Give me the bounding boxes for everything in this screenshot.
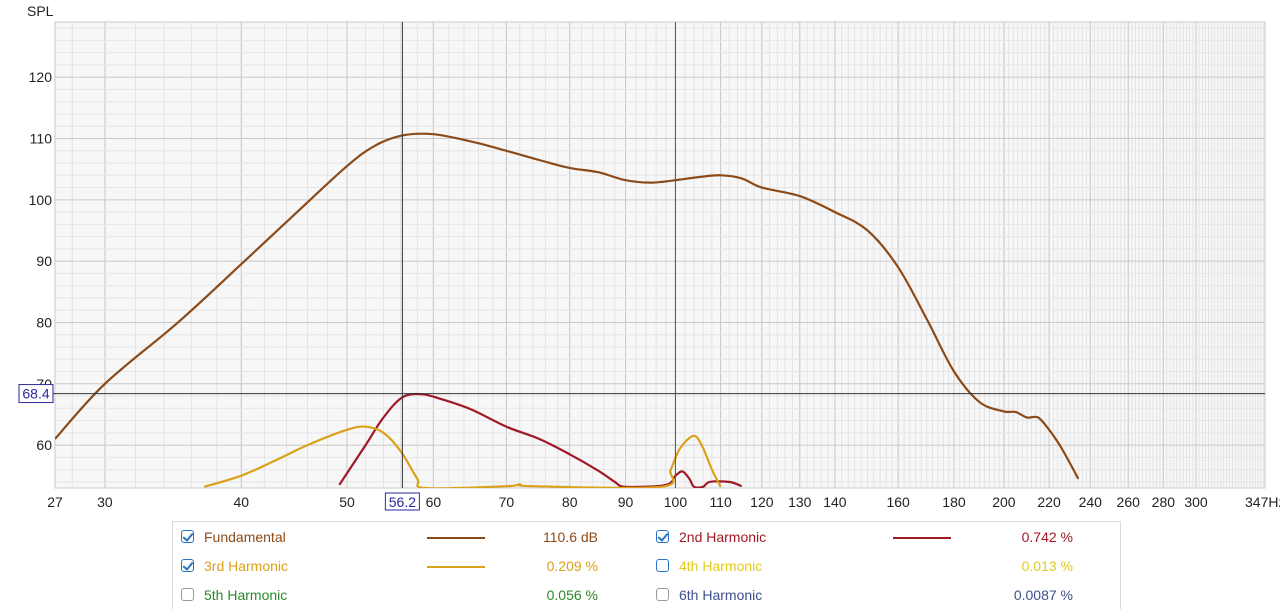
legend-item-6th-harmonic: 6th Harmonic 0.0087 % — [648, 581, 1118, 610]
x-tick-label: 180 — [942, 494, 966, 510]
x-tick-label: 160 — [886, 494, 910, 510]
legend-line-swatch — [427, 537, 485, 539]
cursor-x-label: 56.2 — [389, 494, 416, 510]
3rd-harmonic-checkbox[interactable] — [181, 559, 194, 572]
x-tick-label: 90 — [618, 494, 634, 510]
legend-label: 3rd Harmonic — [204, 558, 289, 574]
legend-value: 0.209 % — [546, 558, 598, 574]
cursor-x-label-box — [384, 492, 420, 511]
legend-item-fundamental: Fundamental 110.6 dB — [173, 523, 643, 552]
legend-label: 5th Harmonic — [204, 587, 288, 603]
y-tick-label: 60 — [36, 437, 52, 453]
x-tick-label: 140 — [823, 494, 847, 510]
legend-item-4th-harmonic: 4th Harmonic 0.013 % — [648, 552, 1118, 581]
plot-area — [54, 21, 1266, 489]
legend-value: 110.6 dB — [542, 529, 598, 545]
x-tick-label: 130 — [788, 494, 812, 510]
legend-line-swatch — [427, 595, 485, 597]
checkmark-icon — [657, 530, 669, 542]
legend-row: 5th Harmonic 0.056 % 6th Harmonic 0.0087… — [173, 581, 1120, 610]
6th-harmonic-checkbox[interactable] — [656, 588, 669, 601]
x-tick-label: 27 — [47, 494, 63, 510]
legend-line-swatch — [893, 566, 951, 568]
x-tick-label: 110 — [709, 494, 732, 510]
x-tick-label: 80 — [562, 494, 578, 510]
y-tick-label: 110 — [30, 131, 53, 147]
legend-row: 3rd Harmonic 0.209 % 4th Harmonic 0.013 … — [173, 552, 1120, 581]
legend-line-swatch — [893, 537, 951, 539]
x-tick-label: 100 — [664, 494, 688, 510]
legend-line-swatch — [893, 595, 951, 597]
y-tick-label: 80 — [36, 314, 52, 330]
legend-value: 0.013 % — [1021, 558, 1073, 574]
4th-harmonic-checkbox[interactable] — [656, 559, 669, 572]
y-tick-label: 100 — [29, 192, 53, 208]
x-tick-label: 347Hz — [1245, 494, 1280, 510]
x-tick-label: 30 — [97, 494, 113, 510]
legend-value: 0.0087 % — [1013, 587, 1073, 603]
legend-row: Fundamental 110.6 dB 2nd Harmonic 0.742 … — [173, 523, 1120, 552]
x-tick-label: 220 — [1037, 494, 1061, 510]
x-tick-label: 40 — [233, 494, 249, 510]
checkmark-icon — [182, 530, 194, 542]
y-axis-label: SPL — [27, 3, 54, 19]
series-line-2nd-harmonic — [338, 392, 743, 488]
series-line-fundamental — [55, 132, 1080, 480]
x-tick-label: 60 — [426, 494, 442, 510]
legend-label: 6th Harmonic — [679, 587, 763, 603]
x-tick-label: 300 — [1184, 494, 1208, 510]
legend-item-3rd-harmonic: 3rd Harmonic 0.209 % — [173, 552, 643, 581]
x-tick-label: 50 — [339, 494, 355, 510]
cursor-layer: 56.2 68.4 — [18, 22, 1265, 511]
legend-item-2nd-harmonic: 2nd Harmonic 0.742 % — [648, 523, 1118, 552]
chart-grid — [54, 21, 1266, 489]
legend-panel: Fundamental 110.6 dB 2nd Harmonic 0.742 … — [172, 521, 1121, 609]
y-tick-label: 90 — [36, 253, 52, 269]
x-tick-label: 70 — [499, 494, 515, 510]
legend-line-swatch — [427, 566, 485, 568]
5th-harmonic-checkbox[interactable] — [181, 588, 194, 601]
y-tick-label: 120 — [29, 69, 53, 85]
2nd-harmonic-checkbox[interactable] — [656, 530, 669, 543]
x-tick-label: 240 — [1079, 494, 1103, 510]
legend-item-5th-harmonic: 5th Harmonic 0.056 % — [173, 581, 643, 610]
x-tick-label: 200 — [992, 494, 1016, 510]
checkmark-icon — [182, 559, 194, 571]
x-tick-label: 260 — [1117, 494, 1141, 510]
legend-label: 2nd Harmonic — [679, 529, 767, 545]
cursor-y-label-box — [18, 384, 54, 404]
legend-value: 0.056 % — [546, 587, 598, 603]
series-line-3rd-harmonic — [203, 425, 722, 488]
cursor-y-label: 68.4 — [22, 386, 49, 402]
legend-label: Fundamental — [204, 529, 286, 545]
x-tick-label: 120 — [750, 494, 774, 510]
legend-value: 0.742 % — [1021, 529, 1073, 545]
fundamental-checkbox[interactable] — [181, 530, 194, 543]
series-layer — [55, 132, 1080, 488]
x-tick-label: 280 — [1152, 494, 1176, 510]
legend-label: 4th Harmonic — [679, 558, 763, 574]
